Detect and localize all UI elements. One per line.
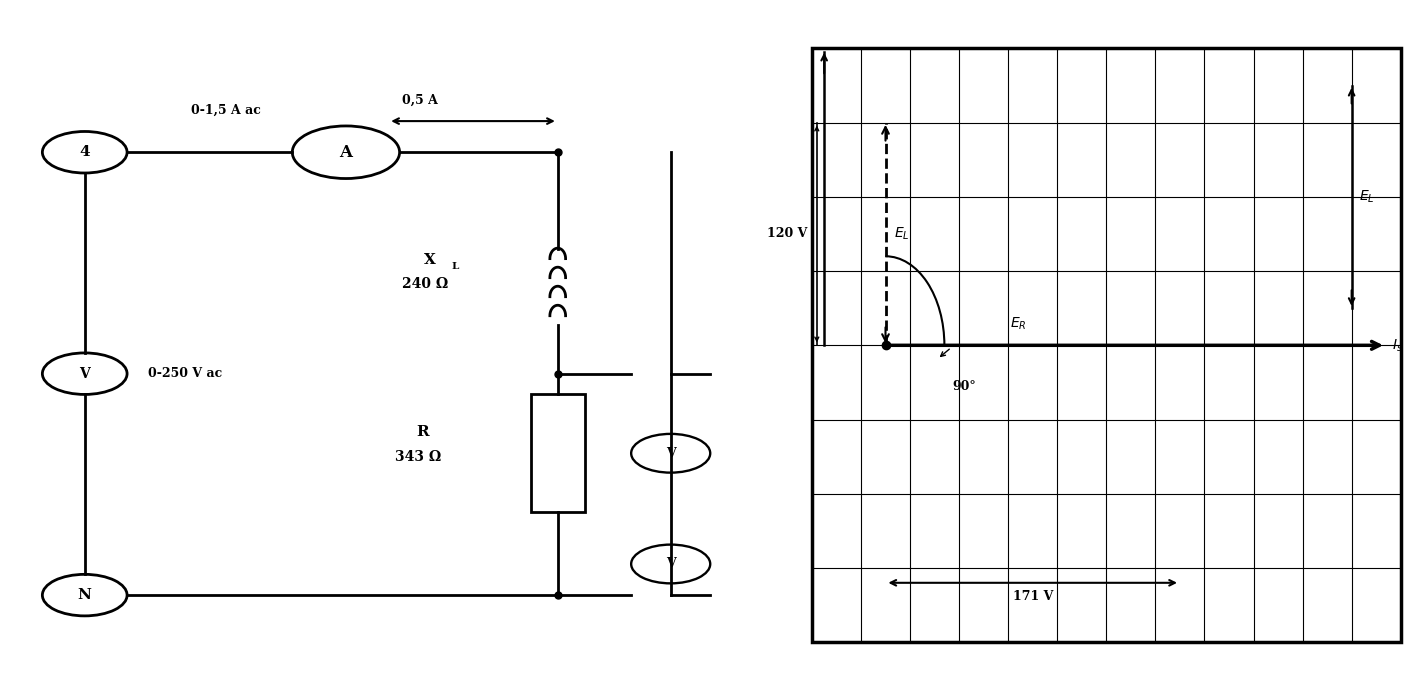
Text: 0,5 A: 0,5 A [402,94,438,107]
Text: $E_L$: $E_L$ [894,226,909,242]
Text: V: V [79,367,90,381]
Bar [531,394,585,512]
Text: $I_s$: $I_s$ [1392,337,1402,354]
Text: 171 V: 171 V [1012,590,1053,603]
Text: 0-1,5 A ac: 0-1,5 A ac [191,104,260,117]
Text: $E_L$: $E_L$ [1358,189,1374,205]
Text: V: V [666,447,675,459]
Text: L: L [452,262,459,271]
Text: R: R [417,426,429,439]
Text: X: X [424,253,435,266]
Text: 0-250 V ac: 0-250 V ac [148,367,223,380]
Bar [812,48,1401,642]
Text: 4: 4 [79,145,90,159]
Text: A: A [339,144,353,161]
Text: V: V [666,558,675,570]
Text: $E_R$: $E_R$ [1010,316,1027,332]
Text: 343 Ω: 343 Ω [395,450,442,464]
Text: N: N [78,588,92,602]
Text: 240 Ω: 240 Ω [402,277,449,291]
Text: 90°: 90° [952,380,976,392]
Text: 120 V: 120 V [767,228,808,241]
